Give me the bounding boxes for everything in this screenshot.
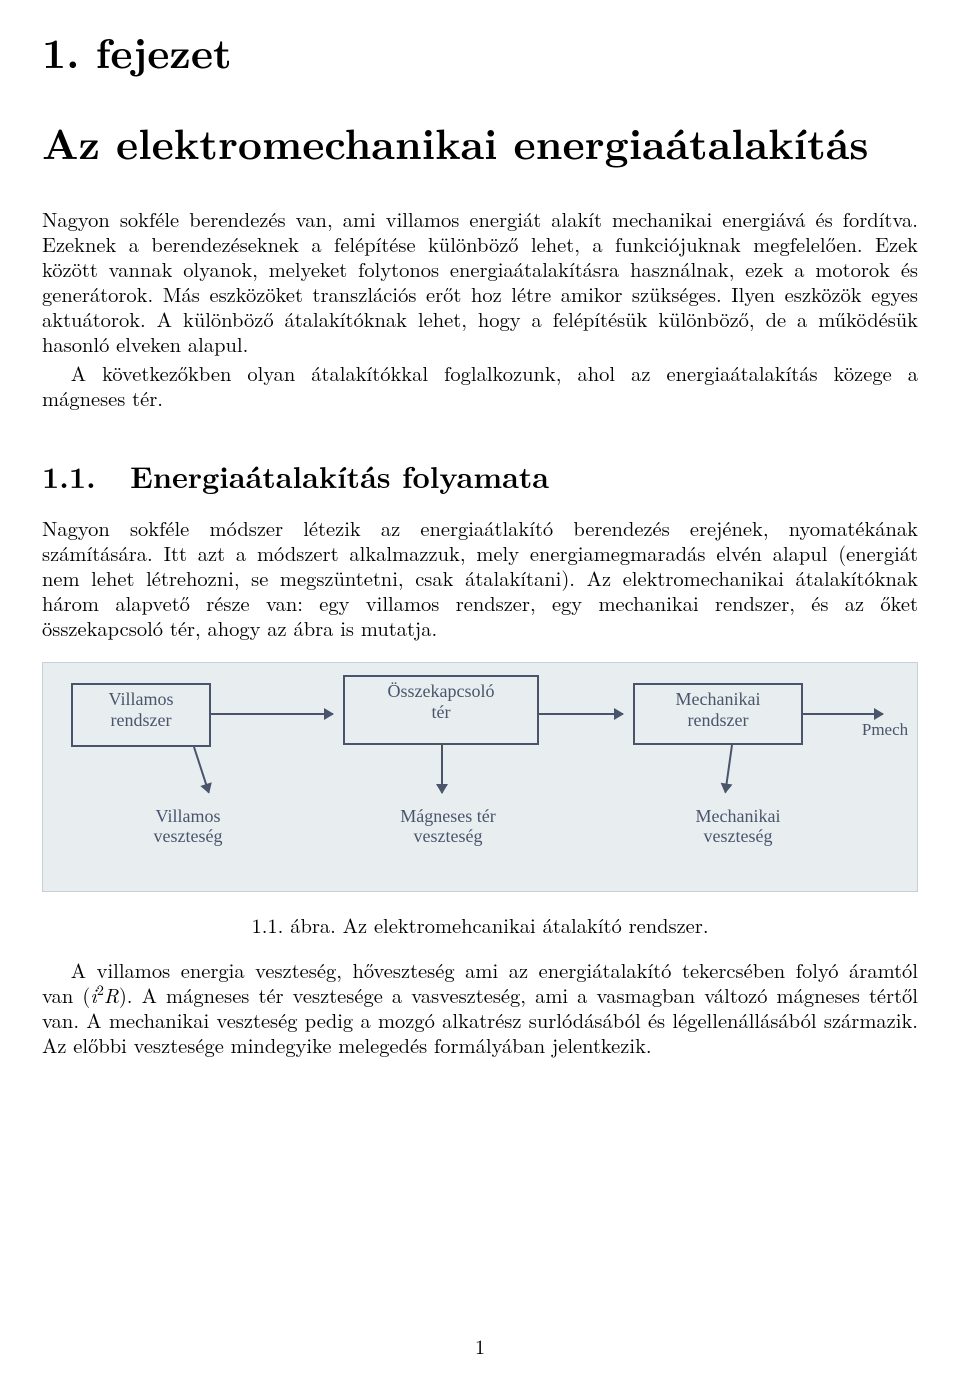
figure-loss2: Mágneses térveszteség (363, 807, 533, 847)
arrow-loss-3 (724, 745, 733, 793)
figure-1-1: Villamosrendszer Összekapcsolótér Mechan… (42, 662, 918, 892)
arrow-loss-2 (441, 745, 443, 793)
section-number: 1.1. (42, 454, 96, 497)
after-fig-sup: 2 (97, 981, 104, 1001)
figure-box-mechanikai: Mechanikairendszer (633, 683, 803, 745)
section-1-1-heading: 1.1. Energiaátalakítás folyamata (42, 454, 918, 497)
chapter-title: Az elektromechanikai energiaátalakítás (42, 118, 918, 166)
section-title: Energiaátalakítás folyamata (130, 454, 549, 497)
intro-paragraph-2: A következőkben olyan átalakítókkal fogl… (42, 360, 918, 410)
figure-1-1-caption: 1.1. ábra. Az elektromehcanikai átalakít… (42, 910, 918, 939)
arrow-3 (803, 713, 883, 715)
figure-pmech-label: Pmech (855, 721, 915, 740)
figure-loss3: Mechanikaiveszteség (653, 807, 823, 847)
arrow-2 (539, 713, 623, 715)
after-fig-post: ). A mágneses tér vesztesége a vasveszte… (42, 980, 918, 1059)
chapter-label: 1. fejezet (42, 28, 918, 74)
figure-box-osszekapcsolo: Összekapcsolótér (343, 675, 539, 745)
arrow-1 (211, 713, 333, 715)
after-figure-paragraph: A villamos energia veszteség, hővesztesé… (42, 957, 918, 1057)
section-1-1-paragraph-1: Nagyon sokféle módszer létezik az energi… (42, 515, 918, 640)
page-number: 1 (0, 1331, 960, 1360)
figure-loss1: Villamosveszteség (113, 807, 263, 847)
arrow-loss-1 (193, 747, 210, 793)
intro-paragraph-1: Nagyon sokféle berendezés van, ami villa… (42, 206, 918, 356)
figure-box-villamos: Villamosrendszer (71, 683, 211, 747)
